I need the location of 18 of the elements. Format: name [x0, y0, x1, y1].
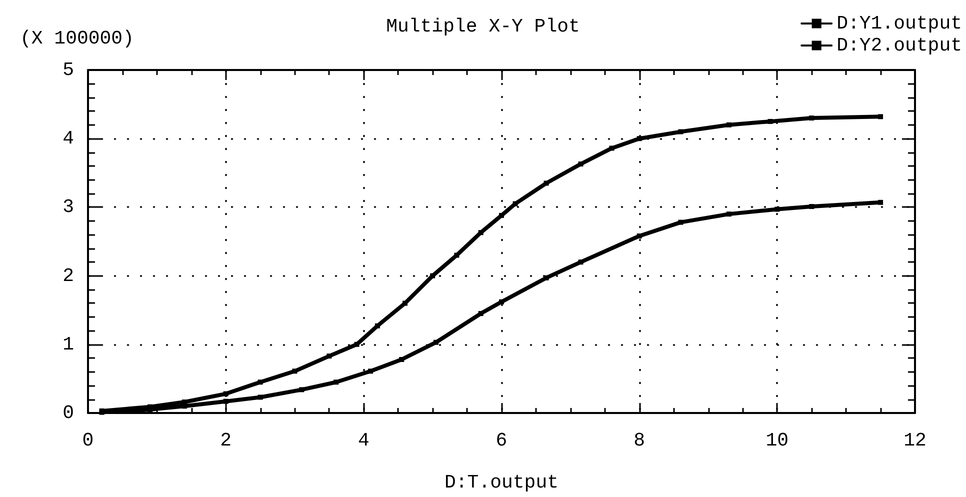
x-tick-label: 6 — [496, 430, 508, 452]
x-axis-title: D:T.output — [444, 472, 559, 494]
y-axis-title: (X 100000) — [20, 28, 134, 50]
y-tick-label: 0 — [62, 402, 74, 424]
x-tick-label: 0 — [82, 430, 94, 452]
x-tick-label: 10 — [766, 430, 789, 452]
y-tick-label: 3 — [62, 196, 74, 218]
chart-title: Multiple X-Y Plot — [386, 16, 580, 38]
legend-label: D:Y1.output — [836, 12, 962, 34]
y-tick-label: 5 — [62, 59, 74, 81]
y-tick-label: 4 — [62, 128, 74, 150]
x-tick-label: 2 — [220, 430, 232, 452]
x-tick-label: 4 — [358, 430, 370, 452]
x-tick-label: 12 — [904, 430, 926, 452]
y-tick-label: 2 — [62, 264, 74, 287]
x-tick-label: 8 — [634, 430, 646, 452]
legend-label: D:Y2.output — [836, 34, 962, 56]
y-tick-label: 1 — [62, 333, 74, 356]
